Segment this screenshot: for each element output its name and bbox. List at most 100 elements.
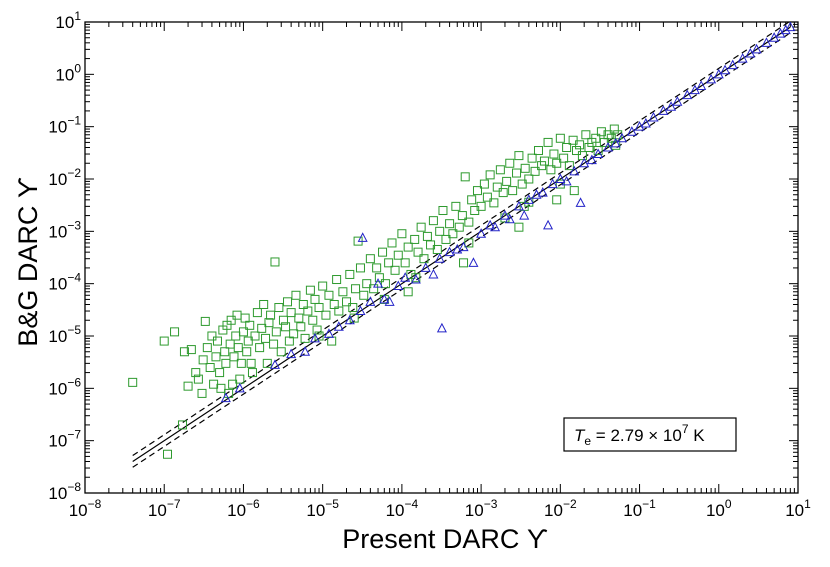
square-point [278,315,288,325]
square-point [411,273,421,283]
y-tick-label: 100 [55,61,81,84]
square-point [555,133,565,143]
square-point [546,165,556,175]
square-point [539,156,549,166]
y-tick-label: 10−8 [48,480,81,503]
triangle-point [344,314,355,325]
annotation-text: Te = 2.79 × 107 K [574,422,705,448]
x-tick-label: 10−7 [148,497,181,520]
square-point [286,308,296,318]
square-point [345,269,355,279]
square-point [365,254,375,264]
square-point [294,313,304,323]
triangle-point [452,243,463,254]
square-point [362,279,372,289]
y-axis-title: B&G DARC ϒ [13,177,43,347]
triangle-point [616,132,628,143]
square-point [289,329,299,339]
triangle-point [751,43,762,54]
square-point [374,273,384,283]
triangle-point [220,392,231,403]
square-point [552,195,562,205]
x-axis-title: Present DARC ϒ [342,524,548,554]
square-point [252,308,262,318]
y-tick-label: 10−5 [48,323,81,346]
triangle-point [458,241,469,252]
triangle-point [519,210,530,220]
square-point [332,275,342,285]
square-point [530,166,540,176]
square-point [390,265,400,275]
square-point [482,192,492,202]
square-point [229,352,239,362]
square-point [193,374,203,384]
square-point [416,222,426,232]
triangle-point [485,219,496,230]
square-point [207,331,217,341]
x-tick-label: 10−2 [544,497,577,520]
y-tick-label: 10−2 [48,166,81,189]
square-point [564,161,574,171]
square-point [215,368,225,378]
triangle-point [575,197,586,207]
data-layer [128,22,796,468]
triangle-point [543,219,554,230]
square-point [426,240,436,250]
triangle-point [355,305,366,316]
square-point [221,358,231,368]
square-point [498,188,508,198]
triangle-point [610,137,621,148]
square-point [283,297,293,307]
square-point [197,388,207,398]
square-point [514,151,524,161]
square-point [236,358,246,368]
square-point [555,179,565,189]
square-point [228,379,238,389]
square-point [220,347,230,357]
triangle-point [309,332,321,343]
x-tick-label: 10−8 [69,497,102,520]
triangle-point [672,96,683,106]
triangle-point [555,173,566,183]
square-point [351,284,361,294]
square-point [245,320,255,330]
triangle-point [727,59,738,70]
square-point [300,333,310,343]
square-point [422,231,432,241]
temperature-annotation: Te = 2.79 × 107 K [563,417,737,452]
square-point [441,234,451,244]
square-point [520,163,530,173]
square-point [198,355,208,365]
square-point [211,352,221,362]
triangle-point [373,278,384,288]
square-point [527,153,537,163]
square-point [255,343,265,353]
square-point [296,322,306,332]
triangle-point [531,189,542,199]
square-point [310,294,320,304]
triangle-point [547,178,558,189]
y-tick-label: 10−6 [48,375,81,398]
triangle-point [780,24,791,35]
triangle-point [785,22,796,32]
x-tick-label: 10−6 [227,497,260,520]
triangle-point [365,296,376,306]
square-point [445,219,455,229]
square-point [406,269,416,279]
triangle-point [428,268,439,279]
triangle-point [513,200,524,211]
square-point [476,201,486,211]
square-point [250,331,260,341]
square-point [314,331,324,341]
square-point [271,327,281,337]
square-point [459,258,469,268]
square-point [269,339,279,349]
x-tick-label: 10−1 [623,497,656,520]
triangle-point [468,257,479,267]
square-point [314,303,324,313]
triangle-point [626,126,637,136]
triangle-point [300,346,311,356]
square-point [517,179,527,189]
triangle-point [444,246,455,257]
